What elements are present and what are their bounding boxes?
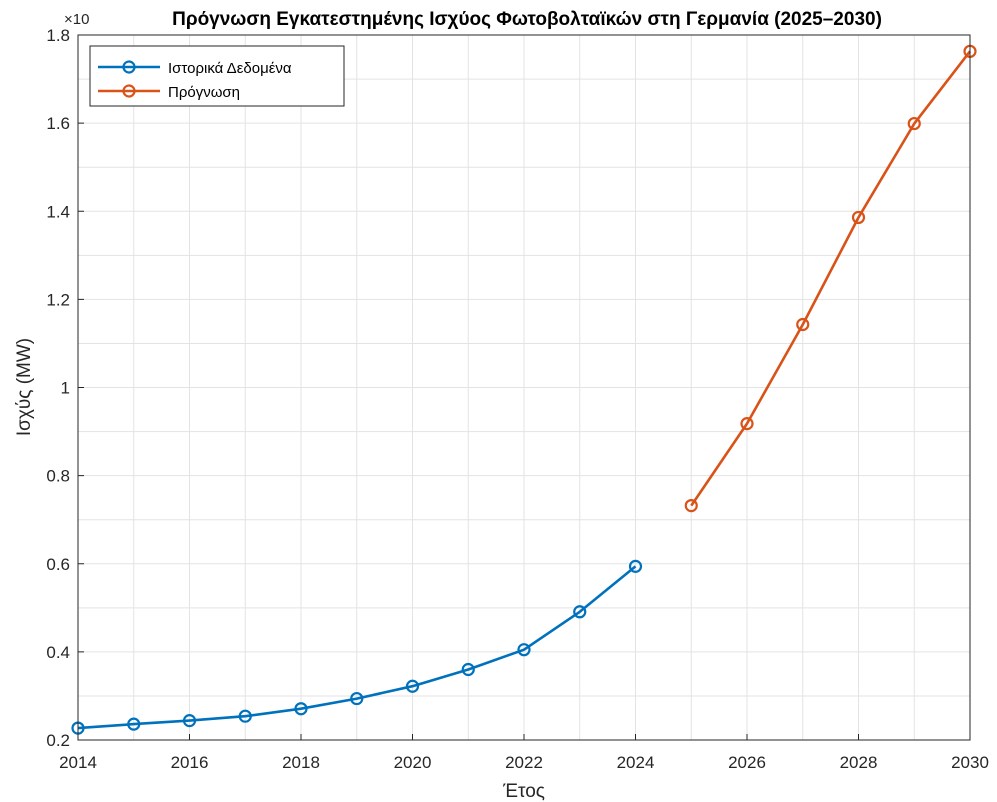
data-point-historical [182, 714, 197, 728]
series-historical [71, 559, 643, 735]
series-line-forecast [690, 50, 972, 507]
data-point-forecast [907, 116, 921, 131]
y-tick-label: 0.8 [46, 467, 70, 486]
legend-label-forecast: Πρόγνωση [168, 84, 240, 101]
data-point-historical [294, 702, 308, 716]
data-point-historical [461, 662, 475, 677]
data-point-forecast [796, 317, 810, 332]
data-point-historical [628, 559, 643, 573]
x-tick-label: 2014 [59, 753, 97, 772]
x-axis-label: Έτος [502, 781, 545, 802]
legend-marker-historical [122, 60, 136, 74]
y-axis-label: Ισχύς (MW) [14, 338, 35, 436]
y-tick-label: 1.8 [46, 26, 70, 45]
y-axis-ticks: 0.2 0.4 0.6 0.8 1 1.2 1.4 1.6 1.8 [46, 26, 84, 750]
data-point-forecast [684, 498, 698, 513]
y-tick-label: 0.4 [46, 643, 70, 662]
data-point-historical [350, 691, 364, 706]
y-tick-label: 1.6 [46, 114, 70, 133]
x-tick-label: 2016 [171, 753, 209, 772]
x-tick-label: 2020 [394, 753, 432, 772]
legend-label-historical: Ιστορικά Δεδομένα [168, 60, 292, 77]
data-point-historical [517, 643, 531, 657]
x-tick-label: 2026 [728, 753, 766, 772]
data-point-historical [405, 679, 420, 693]
x-tick-label: 2018 [282, 753, 320, 772]
x-tick-label: 2022 [505, 753, 543, 772]
y-tick-label: 1 [61, 379, 70, 398]
legend: Ιστορικά Δεδομένα Πρόγνωση [89, 45, 345, 107]
x-tick-label: 2028 [840, 753, 878, 772]
legend-marker-forecast [122, 84, 136, 98]
x-tick-label: 2024 [617, 753, 655, 772]
x-axis-ticks: 2014 2016 2018 2020 2022 2024 2026 2028 2030 [59, 734, 989, 772]
legend-item-historical: Ιστορικά Δεδομένα [98, 60, 292, 77]
data-point-historical [127, 717, 141, 731]
data-point-forecast [851, 210, 866, 225]
series-line-historical [77, 565, 637, 730]
series-layer [71, 44, 977, 735]
data-point-historical [573, 605, 587, 619]
data-point-forecast [740, 417, 754, 431]
legend-item-forecast: Πρόγνωση [98, 84, 240, 101]
data-point-historical [238, 709, 252, 723]
y-tick-label: 0.6 [46, 555, 70, 574]
chart-title: Πρόγνωση Εγκατεστημένης Ισχύος Φωτοβολτα… [172, 9, 882, 30]
y-tick-label: 1.2 [46, 290, 70, 309]
y-axis-exponent: ×10 [64, 11, 89, 28]
y-tick-label: 0.2 [46, 731, 70, 750]
x-tick-label: 2030 [951, 753, 989, 772]
y-tick-label: 1.4 [46, 202, 70, 221]
